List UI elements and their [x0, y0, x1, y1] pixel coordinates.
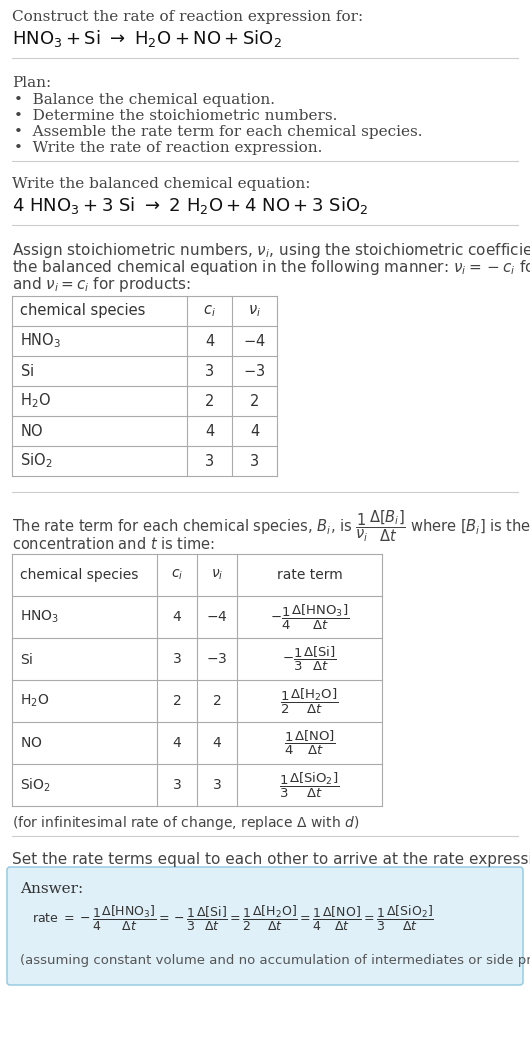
Text: rate term: rate term — [277, 568, 342, 582]
Text: rate $= -\dfrac{1}{4}\dfrac{\Delta[\mathrm{HNO_3}]}{\Delta t} = -\dfrac{1}{3}\df: rate $= -\dfrac{1}{4}\dfrac{\Delta[\math… — [32, 904, 434, 933]
Text: $\mathrm{HNO_3}$: $\mathrm{HNO_3}$ — [20, 331, 61, 350]
Text: 3: 3 — [213, 778, 222, 792]
Text: $\mathrm{SiO_2}$: $\mathrm{SiO_2}$ — [20, 776, 51, 794]
Text: 3: 3 — [250, 453, 259, 469]
Text: and $\nu_i = c_i$ for products:: and $\nu_i = c_i$ for products: — [12, 275, 191, 294]
Text: $\mathrm{SiO_2}$: $\mathrm{SiO_2}$ — [20, 451, 52, 470]
Text: $-4$: $-4$ — [206, 610, 228, 624]
Text: $\nu_i$: $\nu_i$ — [248, 303, 261, 319]
Text: $c_i$: $c_i$ — [171, 568, 183, 582]
Text: 2: 2 — [205, 394, 214, 408]
Text: $\mathrm{H_2O}$: $\mathrm{H_2O}$ — [20, 693, 49, 710]
Text: Assign stoichiometric numbers, $\nu_i$, using the stoichiometric coefficients, $: Assign stoichiometric numbers, $\nu_i$, … — [12, 241, 530, 260]
Text: $\dfrac{1}{2}\dfrac{\Delta[\mathrm{H_2O}]}{\Delta t}$: $\dfrac{1}{2}\dfrac{\Delta[\mathrm{H_2O}… — [280, 687, 339, 716]
Text: $\dfrac{1}{4}\dfrac{\Delta[\mathrm{NO}]}{\Delta t}$: $\dfrac{1}{4}\dfrac{\Delta[\mathrm{NO}]}… — [284, 729, 335, 758]
Text: Plan:: Plan: — [12, 76, 51, 90]
Text: 4: 4 — [250, 423, 259, 439]
Text: 3: 3 — [173, 652, 181, 666]
Text: •  Assemble the rate term for each chemical species.: • Assemble the rate term for each chemic… — [14, 125, 422, 139]
Text: 2: 2 — [213, 694, 222, 708]
Text: Answer:: Answer: — [20, 882, 83, 896]
Text: $-4$: $-4$ — [243, 333, 266, 349]
Text: Write the balanced chemical equation:: Write the balanced chemical equation: — [12, 177, 311, 191]
Text: 4: 4 — [173, 610, 181, 624]
Text: $-3$: $-3$ — [206, 652, 228, 666]
Text: $-\dfrac{1}{4}\dfrac{\Delta[\mathrm{HNO_3}]}{\Delta t}$: $-\dfrac{1}{4}\dfrac{\Delta[\mathrm{HNO_… — [270, 602, 349, 631]
Text: 4: 4 — [205, 333, 214, 348]
Text: •  Balance the chemical equation.: • Balance the chemical equation. — [14, 93, 275, 107]
Text: The rate term for each chemical species, $B_i$, is $\dfrac{1}{\nu_i}\dfrac{\Delt: The rate term for each chemical species,… — [12, 508, 530, 544]
Text: $\mathrm{H_2O}$: $\mathrm{H_2O}$ — [20, 392, 51, 411]
Text: 2: 2 — [173, 694, 181, 708]
Text: $\dfrac{1}{3}\dfrac{\Delta[\mathrm{SiO_2}]}{\Delta t}$: $\dfrac{1}{3}\dfrac{\Delta[\mathrm{SiO_2… — [279, 770, 340, 799]
Text: 4: 4 — [213, 736, 222, 750]
Text: $\mathrm{4\ HNO_3 + 3\ Si\ \rightarrow\ 2\ H_2O + 4\ NO + 3\ SiO_2}$: $\mathrm{4\ HNO_3 + 3\ Si\ \rightarrow\ … — [12, 195, 368, 216]
Text: •  Determine the stoichiometric numbers.: • Determine the stoichiometric numbers. — [14, 109, 338, 123]
Text: 3: 3 — [205, 364, 214, 378]
Text: •  Write the rate of reaction expression.: • Write the rate of reaction expression. — [14, 141, 322, 155]
Text: $\mathrm{Si}$: $\mathrm{Si}$ — [20, 651, 33, 667]
Text: $-3$: $-3$ — [243, 363, 266, 379]
Text: 3: 3 — [173, 778, 181, 792]
Text: 4: 4 — [205, 423, 214, 439]
Text: $c_i$: $c_i$ — [203, 303, 216, 319]
Text: $\mathrm{HNO_3}$: $\mathrm{HNO_3}$ — [20, 609, 59, 625]
Text: $\nu_i$: $\nu_i$ — [211, 568, 223, 582]
Text: $\mathrm{Si}$: $\mathrm{Si}$ — [20, 363, 34, 379]
Text: (for infinitesimal rate of change, replace $\Delta$ with $d$): (for infinitesimal rate of change, repla… — [12, 814, 359, 832]
Text: the balanced chemical equation in the following manner: $\nu_i = -c_i$ for react: the balanced chemical equation in the fo… — [12, 258, 530, 277]
Text: Set the rate terms equal to each other to arrive at the rate expression:: Set the rate terms equal to each other t… — [12, 852, 530, 867]
Text: $\mathrm{NO}$: $\mathrm{NO}$ — [20, 736, 42, 750]
Text: (assuming constant volume and no accumulation of intermediates or side products): (assuming constant volume and no accumul… — [20, 954, 530, 967]
Text: chemical species: chemical species — [20, 568, 138, 582]
Text: Construct the rate of reaction expression for:: Construct the rate of reaction expressio… — [12, 10, 363, 24]
Text: $\mathrm{NO}$: $\mathrm{NO}$ — [20, 423, 43, 439]
Text: $-\dfrac{1}{3}\dfrac{\Delta[\mathrm{Si}]}{\Delta t}$: $-\dfrac{1}{3}\dfrac{\Delta[\mathrm{Si}]… — [282, 645, 337, 673]
Text: concentration and $t$ is time:: concentration and $t$ is time: — [12, 536, 215, 552]
Text: 3: 3 — [205, 453, 214, 469]
Text: 4: 4 — [173, 736, 181, 750]
Text: $\mathrm{HNO_3 + Si\ \rightarrow\ H_2O + NO + SiO_2}$: $\mathrm{HNO_3 + Si\ \rightarrow\ H_2O +… — [12, 28, 282, 49]
Text: chemical species: chemical species — [20, 302, 145, 318]
Text: 2: 2 — [250, 394, 259, 408]
FancyBboxPatch shape — [7, 867, 523, 985]
